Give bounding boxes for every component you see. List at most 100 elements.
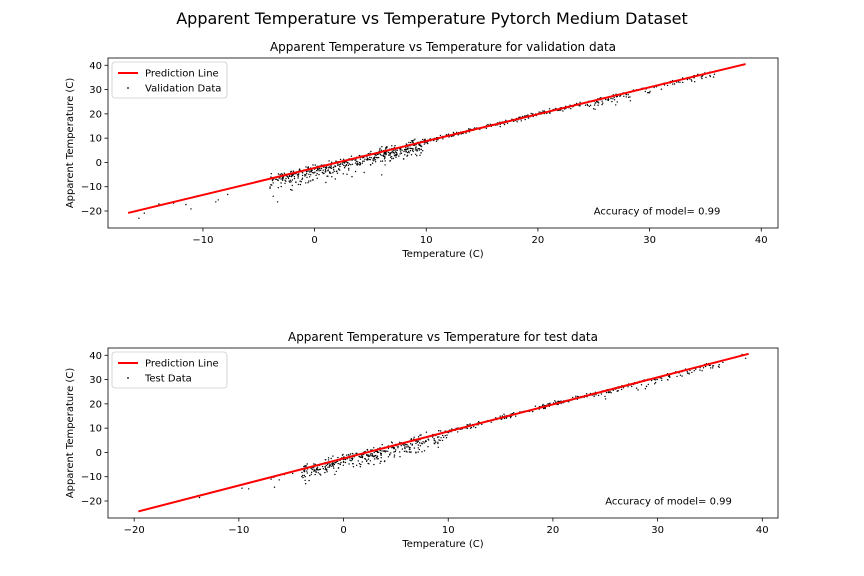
validation-data-point xyxy=(315,174,317,176)
validation-data-point xyxy=(269,187,271,189)
validation-data-point xyxy=(366,156,368,158)
validation-data-point xyxy=(586,103,588,106)
test-legend-label-data: Test Data xyxy=(144,374,192,385)
validation-data-point xyxy=(673,83,676,85)
validation-data-point xyxy=(408,150,410,153)
test-data-point xyxy=(425,440,427,442)
validation-data-point xyxy=(506,122,509,125)
validation-data-point xyxy=(316,177,318,179)
test-data-point xyxy=(346,454,348,456)
test-data-point xyxy=(605,391,608,394)
validation-data-point xyxy=(606,99,608,101)
validation-data-point xyxy=(388,152,391,154)
validation-data-point xyxy=(370,157,372,159)
test-data-point xyxy=(436,436,439,438)
validation-data-point xyxy=(354,159,356,162)
test-data-point xyxy=(413,436,415,438)
validation-data-point xyxy=(293,176,296,178)
test-data-point xyxy=(317,472,319,474)
validation-data-point xyxy=(694,81,696,83)
test-data-point xyxy=(342,464,344,466)
test-data-point xyxy=(302,474,304,477)
test-data-point xyxy=(329,463,331,465)
test-data-point xyxy=(366,459,368,461)
test-data-point xyxy=(661,377,663,379)
validation-data-point xyxy=(613,99,616,101)
validation-data-point xyxy=(342,158,345,160)
validation-data-point xyxy=(424,138,426,140)
validation-data-point xyxy=(316,172,318,175)
validation-data-point xyxy=(356,161,359,163)
validation-data-point xyxy=(358,154,361,157)
test-data-point xyxy=(303,474,305,477)
test-legend-box xyxy=(111,351,228,389)
validation-data-point xyxy=(328,166,330,168)
validation-data-point xyxy=(285,180,287,182)
validation-legend-point-swatch xyxy=(127,87,129,89)
test-data-point xyxy=(308,479,310,482)
test-y-tick-label: 10 xyxy=(89,424,102,435)
validation-data-point xyxy=(290,188,292,191)
test-data-point xyxy=(327,466,329,468)
validation-x-tick-label: 20 xyxy=(532,235,545,246)
validation-data-point xyxy=(414,149,417,151)
validation-data-point xyxy=(289,181,291,183)
validation-data-point xyxy=(629,96,631,98)
validation-data-point xyxy=(408,141,410,144)
validation-data-point xyxy=(413,139,415,141)
validation-data-point xyxy=(339,165,341,168)
validation-data-point xyxy=(627,96,630,99)
validation-data-point xyxy=(610,97,612,100)
test-data-point xyxy=(693,370,695,372)
test-data-point xyxy=(371,453,373,455)
validation-data-point xyxy=(677,81,680,83)
validation-data-point xyxy=(350,155,353,157)
validation-data-point xyxy=(277,179,279,181)
test-data-point xyxy=(434,440,436,442)
validation-data-point xyxy=(332,166,335,168)
test-data-point xyxy=(585,393,588,395)
test-data-point xyxy=(503,417,506,420)
test-data-point xyxy=(572,396,574,399)
test-data-point xyxy=(373,455,375,457)
validation-data-point xyxy=(276,178,278,181)
validation-data-point xyxy=(339,163,342,165)
test-x-tick-label: −20 xyxy=(124,525,145,536)
validation-data-point xyxy=(373,157,375,159)
validation-data-point xyxy=(320,167,323,170)
validation-data-point xyxy=(612,98,614,100)
validation-data-point xyxy=(363,171,365,174)
test-accuracy-annotation: Accuracy of model= 0.99 xyxy=(605,497,732,508)
test-data-point xyxy=(391,447,393,449)
validation-data-point xyxy=(412,150,414,153)
validation-data-point xyxy=(396,149,399,151)
validation-data-point xyxy=(465,132,467,134)
validation-data-point xyxy=(374,161,377,163)
validation-data-point xyxy=(399,151,402,153)
validation-data-point xyxy=(629,100,632,102)
validation-data-point xyxy=(361,162,364,164)
validation-accuracy-annotation: Accuracy of model= 0.99 xyxy=(594,207,721,218)
validation-data-point xyxy=(439,134,442,137)
test-data-point xyxy=(577,395,579,398)
validation-data-point xyxy=(543,110,546,112)
test-data-point xyxy=(348,463,350,465)
validation-data-point xyxy=(457,134,459,136)
validation-data-point xyxy=(601,103,603,106)
test-data-point xyxy=(604,398,607,400)
validation-data-point xyxy=(422,150,424,152)
test-data-point xyxy=(380,457,382,459)
validation-data-point xyxy=(293,177,296,180)
validation-data-point xyxy=(380,160,382,162)
test-data-point xyxy=(470,426,473,429)
validation-data-point xyxy=(375,154,377,157)
validation-data-point xyxy=(412,148,414,150)
test-data-point xyxy=(688,372,690,374)
test-data-point xyxy=(419,445,422,447)
test-data-point xyxy=(647,383,649,386)
test-data-point xyxy=(744,357,747,359)
validation-data-point xyxy=(709,75,711,78)
validation-data-point xyxy=(400,152,403,154)
test-data-point xyxy=(437,442,439,445)
validation-data-point xyxy=(372,159,374,161)
